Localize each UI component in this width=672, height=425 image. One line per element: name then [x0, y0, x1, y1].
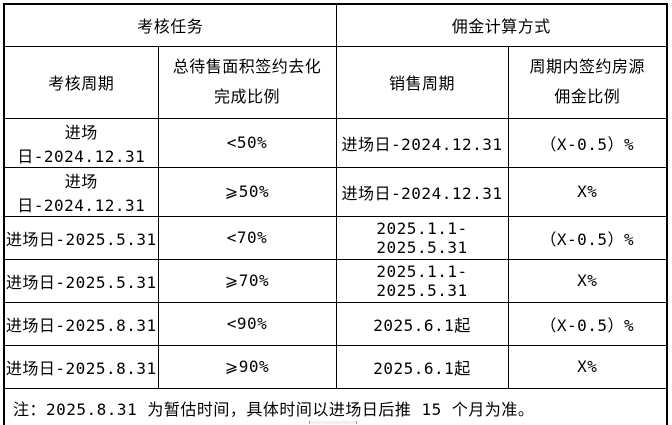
column-header-commission-line1: 周期内签约房源	[529, 57, 646, 76]
sales-period-cell: 2025.1.1-2025.5.31	[335, 215, 509, 260]
sales-period-cell: 进场日-2024.12.31	[335, 117, 509, 168]
commission-cell: （X-0.5）%	[507, 117, 668, 168]
group-header-row: 考核任务 佣金计算方式	[3, 3, 668, 47]
note-row: 注：2025.8.31 为暂估时间，具体时间以进场日后推 15 个月为准。	[3, 387, 668, 425]
table-row: 进场日-2025.8.31 <90% 2025.6.1起 （X-0.5）%	[3, 301, 668, 346]
column-header-period: 考核周期	[3, 45, 159, 119]
column-header-row: 考核周期 总待售面积签约去化 完成比例 销售周期 周期内签约房源 佣金比例	[3, 45, 668, 119]
column-header-ratio-line1: 总待售面积签约去化	[172, 57, 322, 76]
table-row: 进场日-2024.12.31 ⩾50% 进场日-2024.12.31 X%	[3, 166, 668, 217]
table-row: 进场日-2025.8.31 ⩾90% 2025.6.1起 X%	[3, 344, 668, 389]
period-cell: 进场日-2024.12.31	[3, 117, 159, 168]
sales-period-cell: 进场日-2024.12.31	[335, 166, 509, 217]
ratio-cell: <50%	[157, 117, 337, 168]
column-header-commission-line2: 佣金比例	[554, 87, 621, 106]
period-cell: 进场日-2025.8.31	[3, 344, 159, 389]
commission-cell: X%	[507, 258, 668, 303]
column-header-ratio: 总待售面积签约去化 完成比例	[157, 45, 337, 119]
table-row: 进场日-2025.5.31 <70% 2025.1.1-2025.5.31 （X…	[3, 215, 668, 260]
sales-period-cell: 2025.1.1-2025.5.31	[335, 258, 509, 303]
footnote: 注：2025.8.31 为暂估时间，具体时间以进场日后推 15 个月为准。	[3, 387, 668, 425]
period-cell: 进场日-2025.5.31	[3, 258, 159, 303]
commission-cell: X%	[507, 166, 668, 217]
ratio-cell: ⩾90%	[157, 344, 337, 389]
period-cell: 进场日-2025.8.31	[3, 301, 159, 346]
ratio-cell: ⩾70%	[157, 258, 337, 303]
group-header-assessment: 考核任务	[3, 3, 337, 47]
commission-cell: （X-0.5）%	[507, 301, 668, 346]
commission-assessment-table: 考核任务 佣金计算方式 考核周期 总待售面积签约去化 完成比例 销售周期 周期内…	[3, 3, 669, 425]
commission-cell: （X-0.5）%	[507, 215, 668, 260]
group-header-commission: 佣金计算方式	[335, 3, 668, 47]
sales-period-cell: 2025.6.1起	[335, 301, 509, 346]
horizontal-scrollbar-thumb[interactable]	[309, 421, 357, 424]
ratio-cell: <70%	[157, 215, 337, 260]
table-row: 进场日-2025.5.31 ⩾70% 2025.1.1-2025.5.31 X%	[3, 258, 668, 303]
ratio-cell: ⩾50%	[157, 166, 337, 217]
period-cell: 进场日-2024.12.31	[3, 166, 159, 217]
commission-cell: X%	[507, 344, 668, 389]
table-row: 进场日-2024.12.31 <50% 进场日-2024.12.31 （X-0.…	[3, 117, 668, 168]
column-header-ratio-line2: 完成比例	[214, 87, 281, 106]
ratio-cell: <90%	[157, 301, 337, 346]
column-header-commission-rate: 周期内签约房源 佣金比例	[507, 45, 668, 119]
period-cell: 进场日-2025.5.31	[3, 215, 159, 260]
sales-period-cell: 2025.6.1起	[335, 344, 509, 389]
column-header-sales-period: 销售周期	[335, 45, 509, 119]
